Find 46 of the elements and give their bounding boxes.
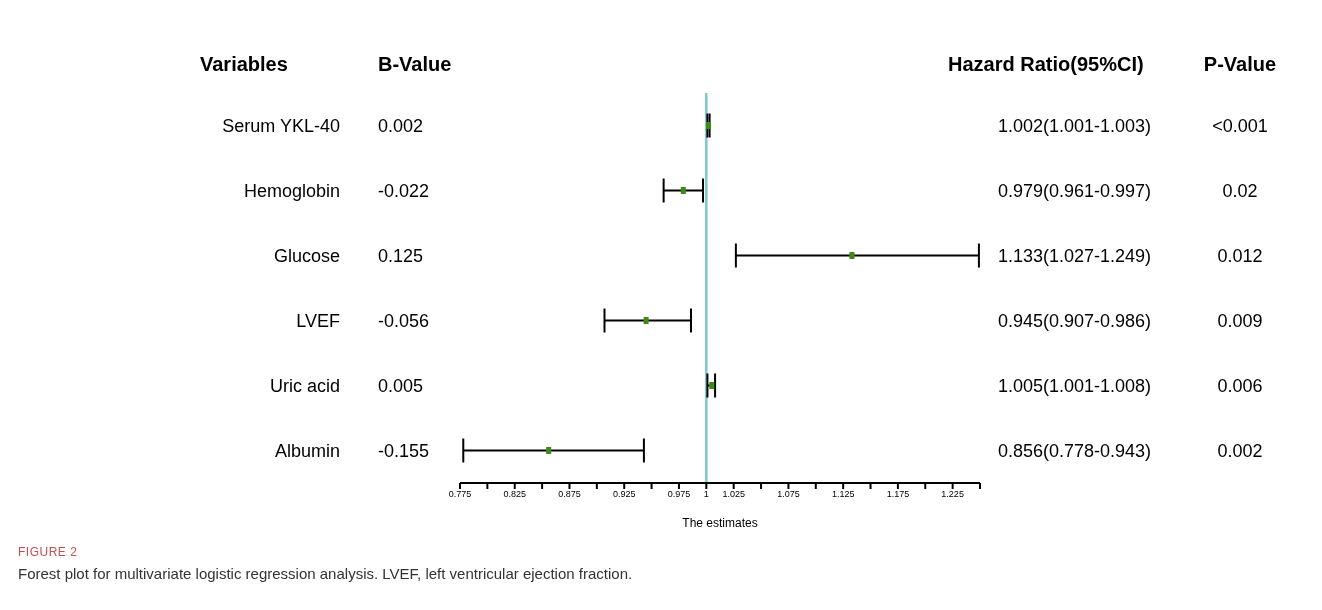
x-tick-label: 1.175 (886, 489, 910, 500)
x-axis-title: The estimates (682, 516, 758, 530)
point (643, 317, 649, 324)
x-tick-label: 0.925 (612, 489, 636, 500)
y-tick-label: Glucose (273, 245, 340, 266)
x-tick-label: 0.775 (448, 489, 472, 500)
x-tick-label: 0.825 (503, 489, 526, 500)
data-label: 0.856(0.778-0.943) (998, 440, 1152, 461)
text: Hazard Ratio(95%CI) (948, 53, 1144, 75)
text: -0.022 (378, 180, 430, 201)
text: <0.001 (1212, 115, 1268, 136)
data-label: 1.002(1.001-1.003) (998, 115, 1152, 136)
y-tick-label: Uric acid (269, 375, 340, 396)
point (546, 447, 552, 454)
point (680, 187, 686, 194)
text: -0.056 (378, 310, 430, 331)
text: 0.012 (1217, 245, 1263, 266)
text: -0.155 (378, 440, 430, 461)
x-tick-label: 1.125 (831, 489, 855, 500)
data-label: 0.979(0.961-0.997) (998, 180, 1152, 201)
text: Variables (200, 53, 288, 75)
text: 0.006 (1217, 375, 1263, 396)
text: 0.002 (378, 115, 424, 136)
x-tick-label: 1 (703, 489, 709, 500)
x-tick-label: 0.875 (558, 489, 581, 500)
text: P-Value (1203, 53, 1277, 75)
text: Forest plot for multivariate logistic regression analysis. LVEF, left ventricular ejection fraction. (18, 565, 634, 582)
x-tick-label: 1.075 (777, 489, 800, 500)
text: 0.02 (1222, 180, 1258, 201)
x-tick-label: 1.025 (722, 489, 745, 500)
y-tick-label: Hemoglobin (243, 180, 340, 201)
data-label: 1.133(1.027-1.249) (998, 245, 1152, 266)
text: 0.009 (1217, 310, 1263, 331)
text: 0.005 (378, 375, 424, 396)
text: B-Value (378, 53, 452, 75)
text: 0.125 (378, 245, 424, 266)
x-tick-label: 1.225 (941, 489, 964, 500)
data-label: 1.005(1.001-1.008) (998, 375, 1152, 396)
y-tick-label: Serum YKL-40 (222, 115, 340, 136)
text: 0.002 (1217, 440, 1263, 461)
data-label: 0.945(0.907-0.986) (998, 310, 1152, 331)
y-tick-label: LVEF (296, 310, 340, 331)
x-tick-label: 0.975 (667, 489, 691, 500)
point (849, 252, 855, 259)
y-tick-label: Albumin (274, 440, 340, 461)
text: FIGURE 2 (18, 545, 79, 559)
